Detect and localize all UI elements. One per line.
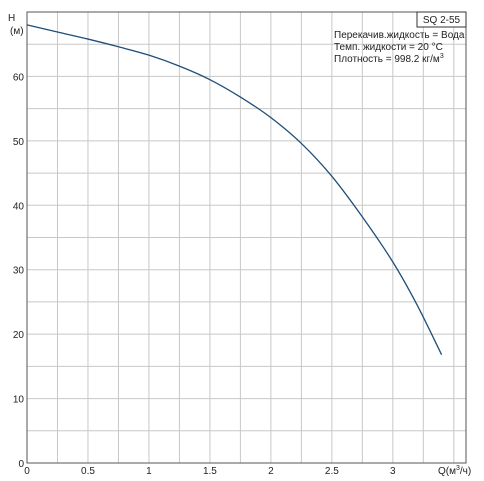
x-tick-label: 0 [24,466,30,477]
y-tick-label: 0 [18,459,24,470]
info-line: Перекачив.жидкость = Вода [334,30,465,41]
y-tick-label: 20 [13,330,25,341]
x-axis-label-prefix: Q(м [438,466,456,477]
pump-curve-line [26,24,443,356]
model-label-box [416,11,467,28]
series-layer [26,24,443,356]
y-tick-label: 40 [13,201,25,212]
y-tick-label: 10 [13,395,25,406]
x-tick-label: 1.5 [203,466,217,477]
x-tick-label: 2.5 [325,466,339,477]
info-line-text: Плотность = 998.2 кг/м [334,54,440,65]
grid [27,12,466,463]
x-axis-label-sup: 3 [456,465,460,472]
info-line: Плотность = 998.2 кг/м3 [334,53,444,65]
x-axis-label: Q(м3/ч) [438,465,471,477]
info-line: Темп. жидкости = 20 °C [334,42,443,53]
x-tick-label: 2 [268,466,274,477]
y-axis-label: H [8,13,15,24]
info-line-sup: 3 [440,53,444,60]
x-axis-label-suffix: /ч) [460,466,471,477]
info-line-text: Темп. жидкости = 20 °C [334,42,443,53]
model-label: SQ 2-55 [423,15,461,26]
x-tick-label: 1 [146,466,152,477]
y-tick-label: 30 [13,266,25,277]
y-axis-unit: (м) [10,26,24,37]
x-tick-label: 3 [390,466,396,477]
x-tick-label: 0.5 [81,466,95,477]
y-tick-label: 50 [13,137,25,148]
plot-frame [26,11,467,464]
info-line-text: Перекачив.жидкость = Вода [334,30,465,41]
y-tick-label: 60 [13,72,25,83]
